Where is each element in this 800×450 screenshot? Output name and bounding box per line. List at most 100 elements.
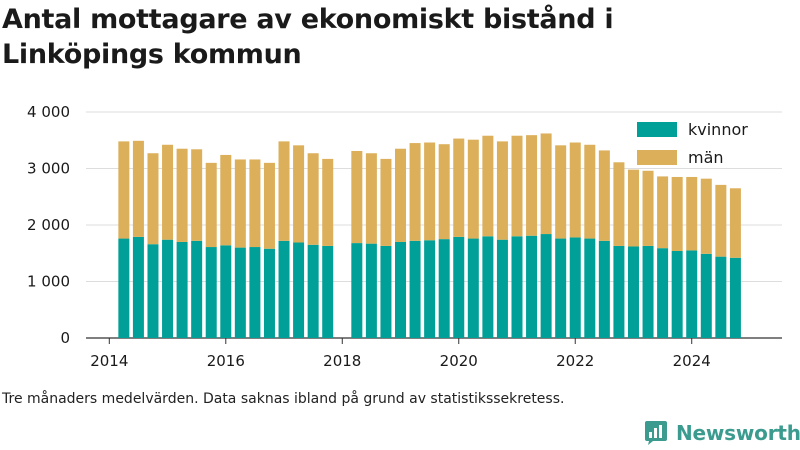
x-tick-label: 2020	[440, 352, 478, 370]
chart: 0 1 000 2 000 3 000 4 000 2014 2016 2018 2020 20…	[27, 103, 782, 370]
bar-kvinnor	[438, 239, 450, 338]
bar-man	[613, 162, 625, 246]
bar-kvinnor	[584, 238, 596, 338]
bar-man	[365, 153, 377, 244]
legend-label: kvinnor	[688, 120, 748, 139]
legend: kvinnor män	[637, 120, 748, 167]
y-tick-label: 2 000	[27, 216, 70, 234]
bar-man	[700, 178, 712, 254]
bar-kvinnor	[293, 242, 305, 338]
bar-kvinnor	[642, 245, 654, 338]
bar-man	[657, 176, 669, 249]
bar-kvinnor	[249, 247, 261, 338]
bars	[118, 133, 741, 338]
bar-man	[453, 138, 465, 237]
bar-man	[176, 148, 188, 242]
bar-man	[293, 145, 305, 243]
bar-kvinnor	[234, 247, 246, 338]
bar-man	[380, 158, 392, 246]
y-tick-label: 4 000	[27, 103, 70, 121]
bar-man	[132, 140, 144, 237]
bar-man	[438, 144, 450, 240]
bar-kvinnor	[453, 236, 465, 338]
bar-kvinnor	[307, 244, 319, 338]
bar-man	[118, 141, 130, 239]
bar-man	[234, 159, 246, 248]
bar-man	[526, 135, 538, 236]
bar-man	[482, 135, 494, 237]
bar-man	[162, 144, 174, 240]
page-title: Antal mottagare av ekonomiskt bistånd i …	[2, 4, 614, 70]
bar-man	[598, 150, 610, 241]
y-tick-label: 3 000	[27, 160, 70, 178]
bar-kvinnor	[729, 257, 741, 338]
bar-kvinnor	[511, 236, 523, 338]
bar-kvinnor	[467, 238, 479, 338]
brand-logo[interactable]: Newsworthy	[644, 420, 800, 446]
bar-kvinnor	[526, 235, 538, 338]
bar-kvinnor	[627, 246, 639, 338]
bar-kvinnor	[686, 250, 698, 338]
bar-man	[220, 154, 232, 246]
bar-kvinnor	[176, 241, 188, 338]
bar-man	[627, 169, 639, 247]
bar-man	[249, 159, 261, 248]
y-tick-label: 1 000	[27, 273, 70, 291]
bar-kvinnor	[162, 239, 174, 338]
brand-name: Newsworthy	[676, 421, 800, 445]
bar-kvinnor	[132, 236, 144, 338]
x-tick-label: 2014	[90, 352, 128, 370]
bar-man	[322, 158, 334, 246]
bar-kvinnor	[424, 240, 436, 338]
bar-kvinnor	[365, 243, 377, 338]
bar-man	[409, 143, 421, 241]
y-axis-labels: 0 1 000 2 000 3 000 4 000	[27, 103, 70, 347]
bar-kvinnor	[715, 256, 727, 338]
x-tick-label: 2024	[673, 352, 711, 370]
bar-man	[642, 170, 654, 246]
bar-kvinnor	[700, 253, 712, 338]
x-tick-label: 2022	[556, 352, 594, 370]
bar-kvinnor	[205, 247, 217, 338]
bar-man	[569, 142, 581, 238]
bar-man	[671, 176, 683, 251]
bar-kvinnor	[540, 234, 552, 338]
bar-man	[263, 162, 275, 249]
bar-man	[424, 142, 436, 241]
y-tick-label: 0	[60, 329, 70, 347]
bar-man	[278, 141, 290, 241]
bar-kvinnor	[657, 248, 669, 338]
bar-man	[351, 150, 363, 244]
bar-man	[729, 188, 741, 258]
legend-swatch	[637, 150, 677, 165]
bar-man	[467, 139, 479, 239]
bar-man	[496, 141, 508, 240]
bar-man	[147, 153, 159, 245]
bar-kvinnor	[598, 240, 610, 338]
bar-kvinnor	[613, 245, 625, 338]
x-tick-label: 2016	[207, 352, 245, 370]
chart-caption: Tre månaders medelvärden. Data saknas ib…	[2, 391, 565, 407]
legend-swatch	[637, 122, 677, 137]
bar-man	[511, 135, 523, 237]
x-tick-label: 2018	[323, 352, 361, 370]
bar-kvinnor	[263, 248, 275, 338]
bar-kvinnor	[409, 240, 421, 338]
bar-kvinnor	[395, 241, 407, 338]
bar-man	[540, 133, 552, 235]
bar-kvinnor	[220, 245, 232, 338]
bar-man	[205, 162, 217, 248]
bar-kvinnor	[147, 244, 159, 338]
bar-chart-logo-icon	[645, 421, 667, 445]
bar-kvinnor	[671, 250, 683, 338]
bar-man	[191, 149, 203, 241]
bar-man	[715, 184, 727, 257]
bar-man	[686, 176, 698, 251]
bar-kvinnor	[278, 240, 290, 338]
bar-man	[307, 153, 319, 245]
bar-man	[395, 148, 407, 242]
bar-kvinnor	[118, 238, 130, 338]
legend-label: män	[688, 148, 724, 167]
bar-kvinnor	[351, 243, 363, 338]
bar-man	[584, 144, 596, 239]
